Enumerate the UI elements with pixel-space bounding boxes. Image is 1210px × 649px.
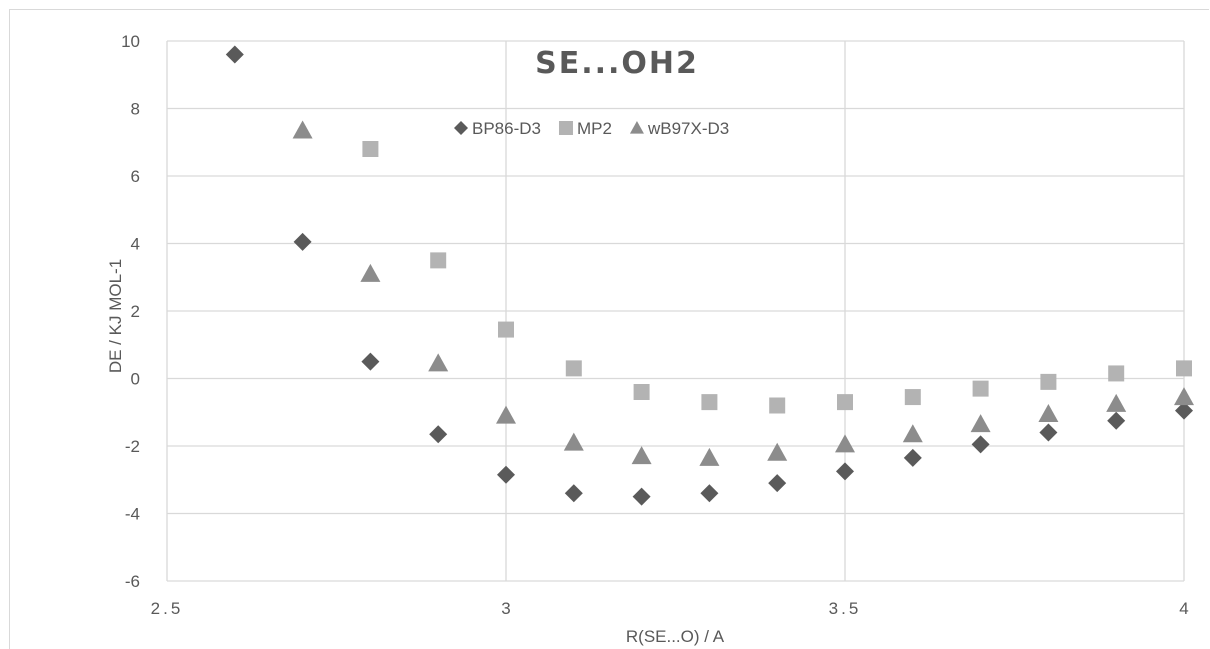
x-axis-title: R(SE...O) / A <box>626 627 725 646</box>
x-tick-label: 3.5 <box>829 599 862 618</box>
y-tick-label: 0 <box>131 370 140 389</box>
data-point <box>497 465 515 484</box>
data-point <box>225 45 244 64</box>
data-points <box>225 45 1194 506</box>
y-tick-label: -6 <box>125 572 140 591</box>
data-point <box>429 425 448 444</box>
y-tick-label: 6 <box>131 167 140 186</box>
x-tick-labels: 2.5 3 3.5 4 <box>151 599 1189 618</box>
data-point <box>362 141 379 157</box>
y-tick-labels: -6 -4 -2 0 2 4 6 8 10 <box>121 32 140 591</box>
data-point <box>904 389 921 406</box>
data-point <box>768 474 787 493</box>
y-tick-label: 4 <box>131 235 140 254</box>
data-point <box>633 384 650 400</box>
data-point <box>769 397 786 414</box>
legend-label: BP86-D3 <box>472 119 541 138</box>
y-tick-label: -2 <box>125 437 140 456</box>
data-point <box>430 252 447 269</box>
legend-marker <box>558 121 573 135</box>
data-point <box>902 424 923 443</box>
data-point <box>701 394 718 411</box>
axes <box>166 41 1184 582</box>
data-point <box>1038 403 1059 422</box>
series-bp86-d3 <box>225 45 1193 506</box>
data-point <box>837 394 853 411</box>
data-point <box>1107 411 1126 430</box>
legend-label: MP2 <box>577 119 612 138</box>
y-tick-label: -4 <box>125 505 140 524</box>
data-point <box>971 435 990 454</box>
data-point <box>496 405 516 424</box>
data-point <box>631 446 652 465</box>
data-point <box>970 414 991 433</box>
data-point <box>835 434 855 453</box>
data-point <box>699 447 720 466</box>
x-tick-label: 3 <box>501 599 510 618</box>
chart-title: SE...OH2 <box>535 46 699 81</box>
series-mp2 <box>362 141 1192 414</box>
data-point <box>1176 360 1192 377</box>
legend-label: wB97X-D3 <box>647 119 729 138</box>
y-tick-label: 10 <box>121 32 140 51</box>
y-tick-label: 2 <box>131 302 140 321</box>
data-point <box>1174 387 1194 406</box>
data-point <box>972 380 989 397</box>
data-point <box>565 360 582 377</box>
data-point <box>564 484 583 503</box>
data-point <box>1106 393 1127 412</box>
chart-frame <box>9 9 1209 649</box>
data-point <box>361 352 380 371</box>
gridlines <box>167 40 1185 581</box>
data-point <box>1039 423 1058 442</box>
y-tick-label: 8 <box>131 100 140 119</box>
data-point <box>563 432 584 451</box>
y-axis-title: DE / KJ MOL-1 <box>106 259 125 373</box>
data-point <box>767 442 788 461</box>
data-point <box>632 487 651 506</box>
data-point <box>700 484 719 503</box>
x-tick-label: 4 <box>1179 599 1188 618</box>
data-point <box>903 448 922 467</box>
series-wb97x-d3 <box>292 120 1194 466</box>
data-point <box>428 353 449 372</box>
data-point <box>1175 401 1193 420</box>
data-point <box>293 232 312 251</box>
x-tick-label: 2.5 <box>151 599 184 618</box>
data-point <box>1040 373 1057 390</box>
data-point <box>836 462 854 481</box>
data-point <box>292 120 313 139</box>
data-point <box>498 321 514 338</box>
data-point <box>360 263 381 282</box>
legend-marker <box>454 121 468 135</box>
data-point <box>1108 365 1125 382</box>
legend: BP86-D3 MP2 wB97X-D3 <box>454 119 729 138</box>
legend-marker <box>629 121 644 134</box>
